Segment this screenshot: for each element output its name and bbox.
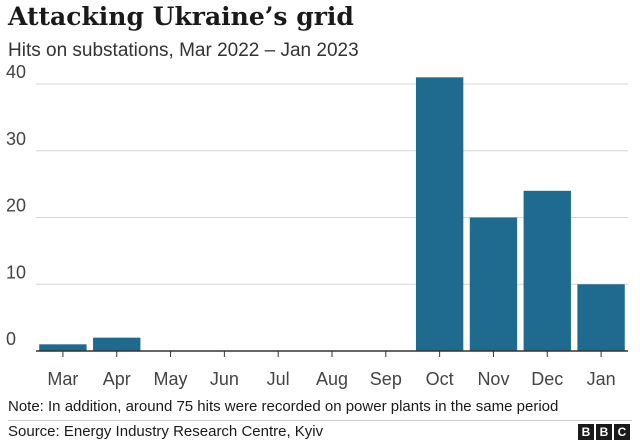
x-tick-label: Nov xyxy=(477,369,509,389)
bar xyxy=(415,77,464,351)
bar-chart: 0 10 20 30 40 Mar Apr May Jun Jul Aug Sep Oct Nov Dec J… xyxy=(6,62,628,389)
bbc-logo-letter: C xyxy=(614,424,630,440)
y-tick-label: 10 xyxy=(6,262,26,282)
y-tick-label: 40 xyxy=(6,62,26,82)
chart-note: Note: In addition, around 75 hits were r… xyxy=(8,398,559,415)
x-tick-label: Dec xyxy=(531,369,563,389)
bar xyxy=(523,190,571,351)
y-tick-label: 0 xyxy=(6,329,16,349)
bar xyxy=(469,217,518,351)
bar xyxy=(577,284,625,351)
bbc-logo-letter: B xyxy=(578,424,594,440)
y-tick-label: 30 xyxy=(6,129,26,149)
x-tick-label: Aug xyxy=(316,369,348,389)
x-tick-label: Sep xyxy=(370,369,402,389)
y-tick-label: 20 xyxy=(6,196,26,216)
x-tick-label: Apr xyxy=(103,369,131,389)
bbc-logo-letter: B xyxy=(596,424,612,440)
footer-divider xyxy=(8,420,632,421)
bar xyxy=(93,337,141,351)
x-tick-label: Jan xyxy=(587,369,616,389)
x-tick-label: Jul xyxy=(267,369,290,389)
chart-title: Attacking Ukraine’s grid xyxy=(8,2,354,31)
x-tick-label: Mar xyxy=(47,369,78,389)
source-credit: Source: Energy Industry Research Centre,… xyxy=(8,423,324,440)
x-tick-label: Jun xyxy=(210,369,239,389)
x-tick-label: Oct xyxy=(426,369,454,389)
bbc-logo: B B C xyxy=(578,424,630,440)
chart-subtitle: Hits on substations, Mar 2022 – Jan 2023 xyxy=(8,40,359,61)
bar xyxy=(39,344,87,351)
x-tick-label: May xyxy=(154,369,188,389)
